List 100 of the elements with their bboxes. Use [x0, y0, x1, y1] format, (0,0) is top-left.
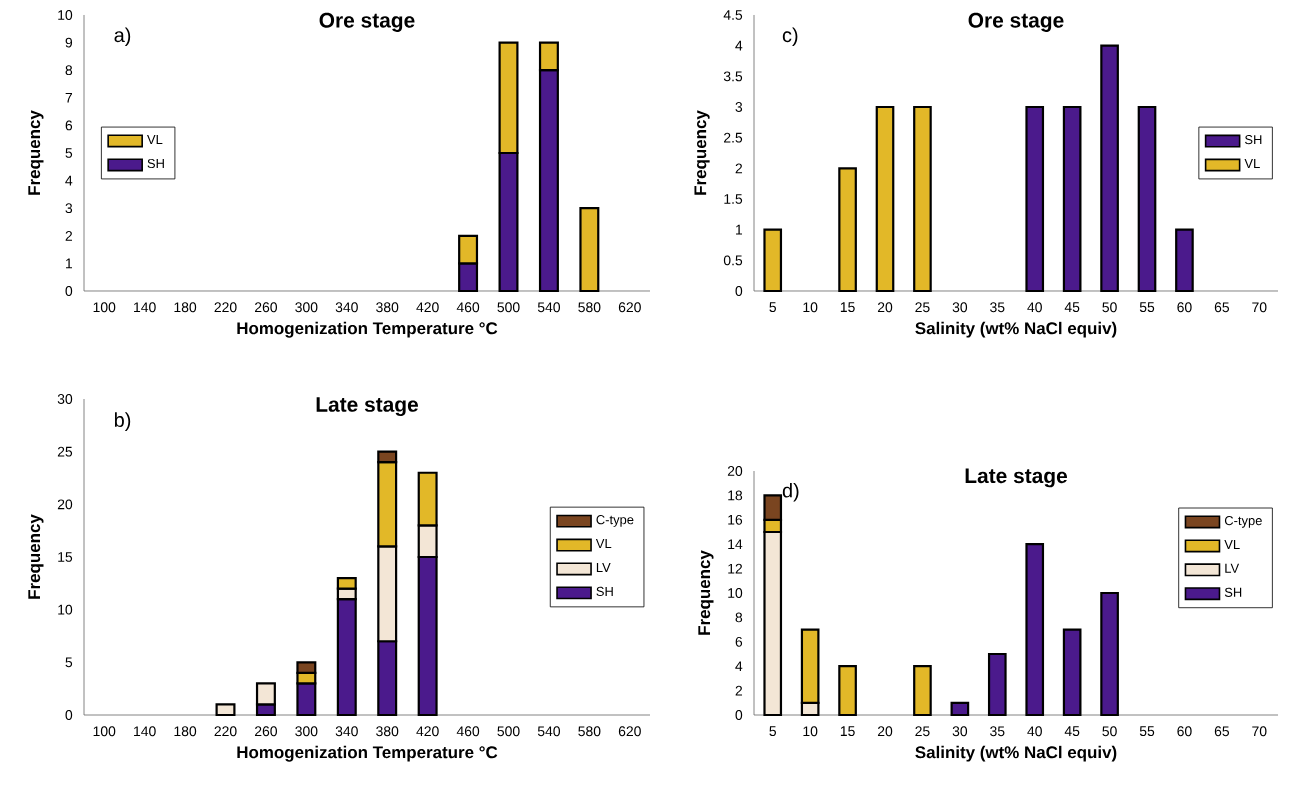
x-tick-label: 260 — [254, 726, 278, 737]
x-tick-label: 55 — [1139, 726, 1155, 737]
y-tick-label: 10 — [728, 588, 743, 598]
bar — [1062, 628, 1082, 717]
x-tick-label: 180 — [174, 302, 197, 313]
y-axis-title: Frequency — [694, 110, 710, 195]
bar — [875, 105, 895, 293]
x-tick-label: 10 — [803, 726, 818, 737]
y-tick-label: 4.5 — [723, 10, 743, 20]
y-tick-label: 18 — [728, 490, 743, 501]
x-axis-title: Salinity (wt% NaCl equiv) — [915, 321, 1117, 338]
legend-label: LV — [596, 562, 611, 572]
y-tick-label: 10 — [58, 604, 73, 615]
x-tick-label: 40 — [1027, 726, 1042, 737]
x-tick-label: 500 — [497, 302, 520, 313]
x-tick-label: 20 — [877, 726, 893, 737]
x-tick-label: 460 — [456, 726, 480, 737]
x-tick-label: 45 — [1064, 726, 1080, 737]
x-tick-label: 460 — [456, 302, 480, 313]
y-tick-label: 8 — [735, 612, 743, 623]
y-tick-label: 0 — [65, 710, 73, 720]
bar — [215, 703, 236, 717]
x-tick-label: 100 — [93, 726, 116, 737]
x-tick-label: 65 — [1214, 726, 1230, 737]
x-tick-label: 45 — [1064, 302, 1080, 313]
legend-label: VL — [1244, 159, 1260, 168]
y-tick-label: 4 — [65, 175, 73, 186]
y-tick-label: 0.5 — [723, 255, 743, 266]
bar — [838, 167, 857, 293]
y-tick-label: 16 — [728, 514, 743, 525]
bar — [838, 665, 857, 717]
bar — [913, 665, 932, 717]
x-axis-title: Salinity (wt% NaCl equiv) — [915, 745, 1117, 762]
y-tick-label: 20 — [57, 499, 73, 510]
bar — [763, 228, 783, 293]
bar — [579, 207, 600, 293]
y-tick-label: 4 — [735, 40, 743, 51]
x-tick-label: 380 — [376, 726, 399, 737]
x-tick-label: 50 — [1102, 726, 1117, 737]
x-tick-label: 540 — [537, 726, 561, 737]
y-tick-label: 5 — [65, 657, 73, 668]
legend-label: VL — [1224, 539, 1240, 549]
y-tick-label: 9 — [65, 37, 73, 48]
legend-label: C-type — [1224, 515, 1262, 528]
y-tick-label: 1 — [736, 224, 743, 235]
x-tick-label: 340 — [335, 302, 358, 313]
bar — [1175, 228, 1194, 293]
y-tick-label: 4 — [735, 661, 743, 671]
x-tick-label: 30 — [952, 302, 968, 313]
x-tick-label: 420 — [416, 302, 439, 313]
x-tick-label: 60 — [1177, 302, 1192, 313]
y-axis-title: Frequency — [28, 110, 44, 195]
x-tick-label: 10 — [803, 302, 818, 313]
y-tick-label: 6 — [65, 120, 73, 131]
x-tick-label: 15 — [840, 726, 855, 737]
annotation: b) — [114, 412, 131, 431]
y-tick-label: 3 — [735, 102, 743, 112]
x-tick-label: 65 — [1214, 302, 1230, 313]
x-tick-label: 55 — [1139, 302, 1155, 313]
x-tick-label: 70 — [1252, 302, 1267, 313]
y-tick-label: 3.5 — [723, 71, 743, 82]
y-tick-label: 3 — [65, 203, 73, 214]
x-tick-label: 300 — [295, 726, 318, 737]
bar — [1025, 543, 1045, 717]
y-tick-label: 0 — [735, 286, 743, 296]
bar — [1025, 105, 1045, 293]
y-tick-label: 6 — [735, 636, 743, 647]
y-tick-label: 7 — [65, 93, 73, 103]
annotation: a) — [114, 27, 131, 47]
bar — [987, 652, 1007, 717]
bar — [1100, 591, 1119, 717]
x-tick-label: 60 — [1177, 726, 1192, 737]
y-tick-label: 8 — [65, 65, 73, 76]
x-tick-label: 15 — [840, 302, 855, 313]
x-tick-label: 540 — [537, 302, 561, 313]
annotation: c) — [782, 27, 798, 47]
legend-label: C-type — [596, 515, 634, 527]
x-axis-title: Homogenization Temperature °C — [237, 321, 498, 338]
y-tick-label: 25 — [57, 446, 73, 457]
x-tick-label: 140 — [134, 726, 156, 737]
bar — [1137, 105, 1157, 293]
x-axis-title: Homogenization Temperature °C — [237, 745, 498, 762]
x-tick-label: 140 — [134, 302, 156, 313]
chart-title: Ore stage — [319, 12, 415, 32]
y-tick-label: 0 — [65, 286, 73, 296]
x-tick-label: 180 — [174, 726, 197, 737]
x-tick-label: 100 — [93, 302, 116, 313]
y-axis-title: Frequency — [698, 550, 714, 635]
legend-label: LV — [1225, 563, 1240, 573]
x-tick-label: 5 — [769, 726, 776, 737]
y-tick-label: 1.5 — [724, 194, 743, 204]
x-tick-label: 580 — [578, 302, 601, 313]
y-axis-title: Frequency — [28, 514, 44, 599]
y-tick-label: 2 — [735, 163, 743, 174]
x-tick-label: 40 — [1027, 302, 1042, 313]
y-tick-label: 2 — [65, 230, 73, 241]
legend-label: VL — [595, 539, 612, 549]
x-tick-label: 50 — [1102, 302, 1117, 313]
x-tick-label: 70 — [1252, 726, 1267, 737]
y-tick-label: 12 — [728, 563, 743, 574]
